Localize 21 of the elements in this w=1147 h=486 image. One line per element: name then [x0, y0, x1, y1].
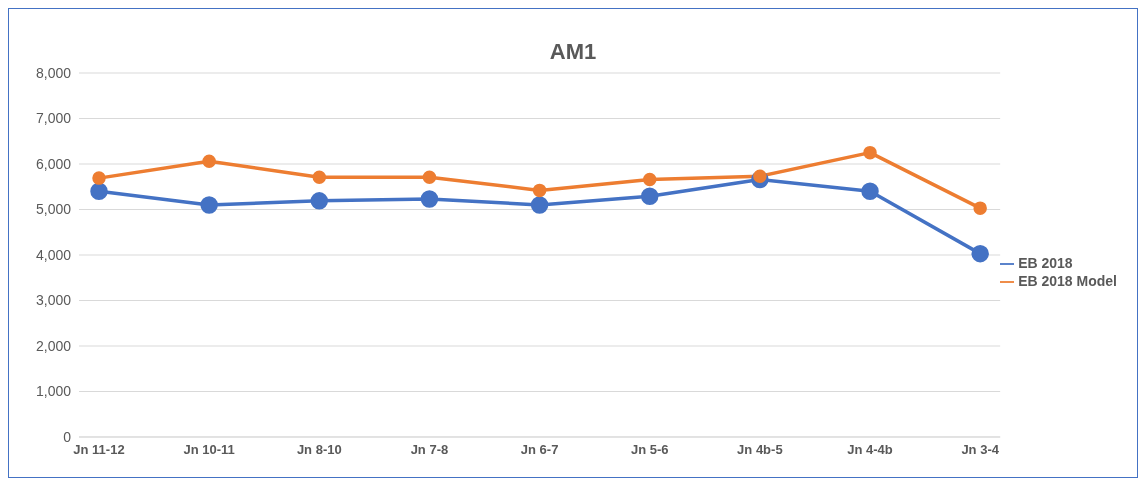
x-tick-label: Jn 8-10: [296, 442, 342, 458]
x-tick-label: Jn 11-12: [73, 442, 125, 458]
x-tick-label: Jn 10-11: [183, 442, 235, 458]
y-tick-label: 4,000: [35, 246, 72, 263]
y-tick-label: 5,000: [35, 201, 72, 218]
y-tick-label: 8,000: [35, 64, 72, 81]
chart-title: AM1: [549, 39, 597, 64]
y-tick-label: 2,000: [35, 337, 72, 354]
y-tick-label: 3,000: [35, 292, 72, 309]
y-tick-label: 0: [63, 428, 72, 445]
x-tick-label: Jn 5-6: [630, 442, 669, 458]
x-tick-label: Jn 4-4b: [847, 442, 893, 458]
x-tick-label: Jn 6-7: [520, 442, 559, 458]
x-tick-label: Jn 4b-5: [737, 442, 783, 458]
x-tick-label: Jn 3-4: [961, 442, 1000, 458]
y-tick-label: 1,000: [35, 383, 72, 400]
legend-label: EB 2018: [1018, 255, 1073, 271]
y-tick-label: 6,000: [35, 155, 72, 172]
legend-label: EB 2018 Model: [1018, 273, 1117, 289]
y-tick-label: 7,000: [35, 110, 72, 127]
x-tick-label: Jn 7-8: [410, 442, 449, 458]
